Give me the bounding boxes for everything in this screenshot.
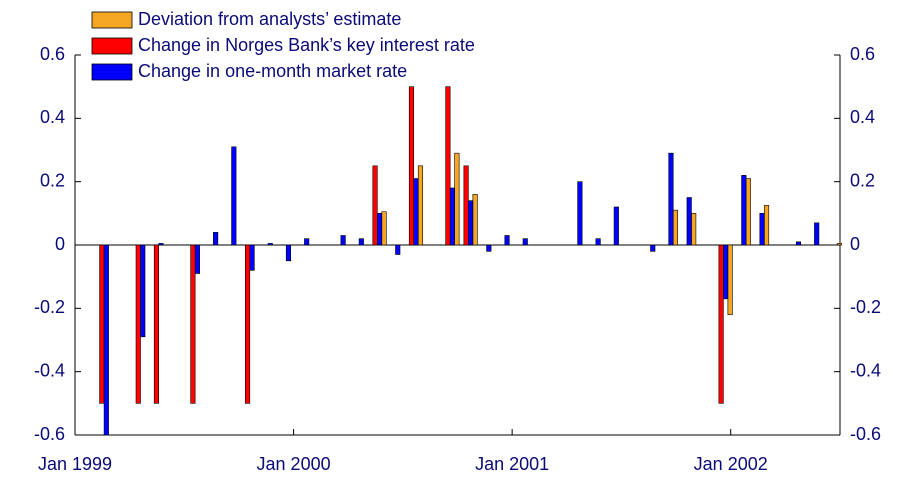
bar <box>577 181 583 246</box>
bar <box>372 165 378 246</box>
bar <box>723 244 729 300</box>
bar <box>249 244 255 271</box>
y-tick-label: -0.4 <box>34 360 65 380</box>
y2-tick-label: 0.4 <box>850 107 875 127</box>
bar <box>244 244 251 404</box>
bar <box>745 178 751 246</box>
y2-tick-label: 0.6 <box>850 44 875 64</box>
bar <box>381 211 387 246</box>
bar <box>408 86 415 246</box>
bar <box>376 213 383 246</box>
bar <box>522 238 528 246</box>
bar <box>158 243 164 246</box>
y2-tick-label: -0.2 <box>850 297 881 317</box>
bar <box>99 244 105 404</box>
bar <box>613 206 619 246</box>
bar <box>267 243 273 246</box>
bar <box>668 152 674 246</box>
bar <box>672 209 679 246</box>
bar <box>836 243 842 246</box>
bar <box>135 244 141 404</box>
legend-label: Change in Norges Bank’s key interest rat… <box>138 35 475 55</box>
bar <box>213 232 219 246</box>
y-tick-label: 0 <box>55 234 65 254</box>
bar <box>486 244 492 252</box>
bar <box>741 175 747 246</box>
x-tick-label: Jan 1999 <box>38 454 112 474</box>
legend-swatch <box>91 63 133 81</box>
bar <box>413 178 419 246</box>
legend-label: Deviation from analysts’ estimate <box>138 9 401 29</box>
bar <box>454 152 460 246</box>
bar <box>395 244 401 255</box>
x-tick-label: Jan 2000 <box>257 454 331 474</box>
bar <box>691 213 697 246</box>
y-tick-label: -0.2 <box>34 297 65 317</box>
y-tick-label: -0.6 <box>34 424 65 444</box>
y2-tick-label: -0.6 <box>850 424 881 444</box>
bar <box>153 244 160 404</box>
y-tick-label: 0.2 <box>40 170 65 190</box>
y2-tick-label: 0.2 <box>850 170 875 190</box>
bar <box>759 213 765 246</box>
bar <box>650 244 656 252</box>
x-tick-label: Jan 2001 <box>475 454 549 474</box>
y-tick-label: 0.4 <box>40 107 65 127</box>
x-tick-label: Jan 2002 <box>694 454 768 474</box>
bar <box>285 244 292 262</box>
legend-swatch <box>91 11 133 29</box>
bar <box>463 165 469 246</box>
bar <box>727 244 733 315</box>
bar <box>103 244 109 436</box>
y2-tick-label: -0.4 <box>850 360 881 380</box>
bar <box>595 238 601 246</box>
bar <box>718 244 724 404</box>
y2-tick-label: 0 <box>850 234 860 254</box>
legend-swatch <box>91 37 133 55</box>
bar <box>417 165 424 246</box>
bar <box>814 222 820 246</box>
bar <box>445 86 451 246</box>
bar <box>190 244 196 404</box>
bar <box>763 205 770 246</box>
legend-label: Change in one-month market rate <box>138 61 407 81</box>
bar <box>449 187 455 246</box>
bar <box>504 235 510 246</box>
bar <box>304 238 310 246</box>
bar <box>194 244 200 274</box>
y-tick-label: 0.6 <box>40 44 65 64</box>
bar <box>140 244 146 338</box>
bar <box>686 197 692 246</box>
bar <box>231 146 237 246</box>
bar <box>468 200 474 246</box>
bar <box>340 235 346 246</box>
bar <box>472 194 478 246</box>
bar <box>795 241 802 246</box>
bar <box>358 238 364 246</box>
